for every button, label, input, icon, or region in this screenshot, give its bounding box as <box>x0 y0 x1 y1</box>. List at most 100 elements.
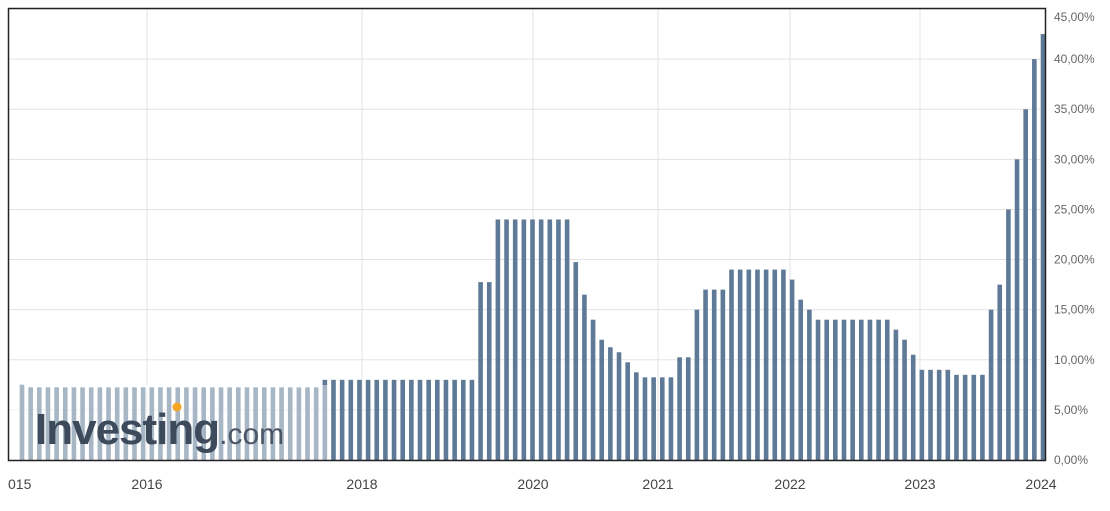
bar <box>322 379 328 460</box>
bar <box>261 387 267 460</box>
bar <box>902 339 907 460</box>
bar <box>694 309 700 460</box>
bar <box>564 219 570 460</box>
watermark-veil <box>9 385 331 460</box>
bar <box>391 379 397 460</box>
bar <box>729 269 734 460</box>
bar <box>54 387 59 460</box>
bar <box>884 319 890 460</box>
watermark-suffix: .com <box>219 418 284 451</box>
bar <box>279 387 284 460</box>
bar <box>538 219 544 460</box>
bar <box>227 387 232 460</box>
investing-watermark: Investing.com <box>9 385 331 460</box>
bar <box>582 294 587 460</box>
bar <box>737 269 743 460</box>
bar-series <box>19 34 1046 461</box>
bar <box>287 387 293 460</box>
bar <box>365 379 371 460</box>
bar <box>140 387 146 460</box>
bar <box>573 262 579 460</box>
watermark-accent-dot <box>172 402 182 412</box>
bar <box>305 387 310 460</box>
bar <box>642 377 648 460</box>
bar <box>357 379 362 460</box>
watermark-brand: Investing <box>35 405 219 454</box>
bar <box>988 309 994 460</box>
bar <box>1014 159 1020 460</box>
bar <box>80 387 85 460</box>
bar <box>270 387 276 460</box>
bar <box>677 357 682 460</box>
bar <box>45 387 51 460</box>
bar <box>123 387 129 460</box>
bar <box>824 319 829 460</box>
bar <box>763 269 769 460</box>
bar <box>348 379 354 460</box>
bar <box>1023 109 1028 460</box>
bar <box>512 219 518 460</box>
y-tick-label: 10,00% <box>1054 353 1095 367</box>
bar <box>201 387 206 460</box>
bar <box>331 379 336 460</box>
x-tick-label: 2018 <box>346 476 377 492</box>
bar <box>253 387 258 460</box>
y-tick-label: 25,00% <box>1054 202 1095 216</box>
bar <box>88 387 94 460</box>
bar <box>651 377 656 460</box>
bar <box>19 384 25 460</box>
y-tick-label: 35,00% <box>1054 102 1095 116</box>
bar <box>296 387 302 460</box>
plot-frame <box>7 7 1047 462</box>
bar <box>703 289 708 460</box>
bar <box>798 299 804 460</box>
bar <box>781 269 786 460</box>
bar <box>495 219 501 460</box>
bar <box>478 282 483 460</box>
bar <box>244 387 250 460</box>
bar <box>859 319 864 460</box>
y-tick-label: 0,00% <box>1054 453 1088 467</box>
bar <box>409 379 414 460</box>
bar <box>504 219 509 460</box>
x-tick-label: 2021 <box>642 476 673 492</box>
bar <box>1040 34 1046 461</box>
bar <box>210 387 215 460</box>
bar <box>962 374 968 460</box>
bar <box>400 379 406 460</box>
bar <box>28 387 33 460</box>
bar <box>106 387 111 460</box>
watermark-logo-text: Investing.com <box>35 405 284 454</box>
bar <box>599 339 605 460</box>
bar <box>815 319 821 460</box>
bar <box>460 379 466 460</box>
bar <box>772 269 778 460</box>
bar <box>608 347 613 460</box>
bar <box>97 387 103 460</box>
bar <box>936 369 942 460</box>
bar <box>893 329 899 460</box>
bar <box>746 269 752 460</box>
y-tick-label: 20,00% <box>1054 253 1095 267</box>
bar <box>720 289 726 460</box>
bar <box>521 219 527 460</box>
bar <box>443 379 449 460</box>
bar <box>236 387 241 460</box>
bar <box>426 379 431 460</box>
bar <box>486 282 492 460</box>
bar <box>850 319 855 460</box>
bar <box>339 379 345 460</box>
bar <box>755 269 760 460</box>
bar <box>711 289 717 460</box>
bar <box>841 319 847 460</box>
x-tick-label: 015 <box>8 476 32 492</box>
bar <box>37 387 42 460</box>
bar <box>114 387 120 460</box>
bar <box>158 387 163 460</box>
bar <box>997 284 1003 460</box>
bar <box>175 387 181 460</box>
x-tick-label: 2016 <box>131 476 162 492</box>
bar <box>218 387 224 460</box>
